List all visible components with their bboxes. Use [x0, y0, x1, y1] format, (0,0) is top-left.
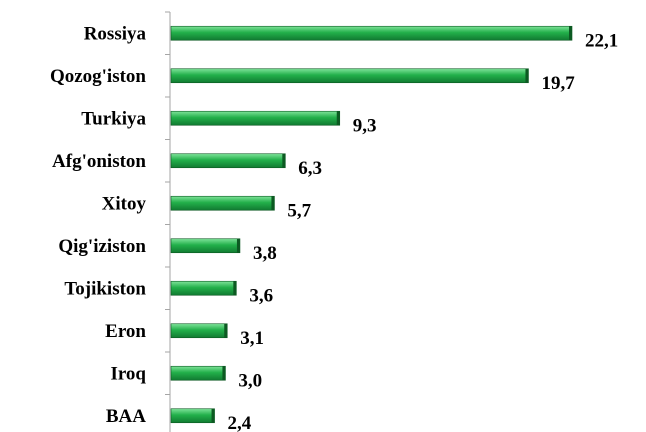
bar-group — [170, 68, 529, 84]
category-labels: Rossiya Qozog'iston Turkiya Afg'oniston Xito… — [50, 23, 147, 427]
value-label: 3,8 — [253, 243, 277, 264]
value-labels: 22,1 19,7 9,3 6,3 5,7 3,8 3,6 3,1 3,0 2,4 — [228, 30, 619, 432]
category-label: Eron — [105, 321, 146, 342]
value-label: 3,0 — [238, 370, 262, 391]
category-label: Tojikiston — [64, 278, 146, 299]
bar-end-cap — [224, 323, 228, 338]
value-label: 9,3 — [353, 115, 377, 136]
bar — [170, 238, 241, 254]
bar-group — [170, 238, 241, 254]
bar-end-cap — [569, 26, 572, 41]
bar — [170, 110, 341, 126]
value-label: 22,1 — [585, 30, 618, 51]
bar-end-cap — [222, 366, 226, 381]
bar — [170, 25, 573, 41]
bar — [170, 195, 275, 211]
category-label: Qozog'iston — [50, 66, 146, 87]
bar-end-cap — [271, 196, 275, 211]
y-axis-ticks — [165, 11, 170, 395]
bar-group — [170, 25, 573, 41]
bar-end-cap — [236, 238, 240, 253]
bar — [170, 280, 237, 296]
bar-end-cap — [211, 408, 215, 423]
category-label: Rossiya — [84, 23, 147, 44]
bar — [170, 68, 529, 84]
category-label: Xitoy — [102, 193, 147, 214]
bar-group — [170, 153, 286, 169]
value-label: 3,1 — [240, 328, 264, 349]
bar-group — [170, 365, 226, 381]
bar-end-cap — [525, 68, 529, 83]
bar — [170, 365, 226, 381]
bar-group — [170, 195, 275, 211]
value-label: 3,6 — [249, 285, 273, 306]
category-label: Turkiya — [81, 108, 146, 129]
bar — [170, 153, 286, 169]
bar — [170, 323, 228, 339]
bar-end-cap — [282, 153, 286, 168]
category-label: Afg'oniston — [52, 151, 146, 172]
category-label: Iroq — [110, 363, 146, 384]
value-label: 19,7 — [541, 73, 575, 94]
bar-group — [170, 110, 341, 126]
bar-group — [170, 408, 215, 424]
value-label: 6,3 — [298, 158, 322, 179]
bar-end-cap — [233, 281, 237, 296]
category-label: BAA — [106, 406, 146, 427]
bar-group — [170, 280, 237, 296]
bar-group — [170, 323, 228, 339]
bar — [170, 408, 215, 424]
bars-layer — [170, 25, 573, 424]
bar-end-cap — [336, 111, 340, 126]
value-label: 2,4 — [228, 413, 252, 432]
category-label: Qig'iziston — [58, 236, 146, 257]
value-label: 5,7 — [287, 200, 311, 221]
